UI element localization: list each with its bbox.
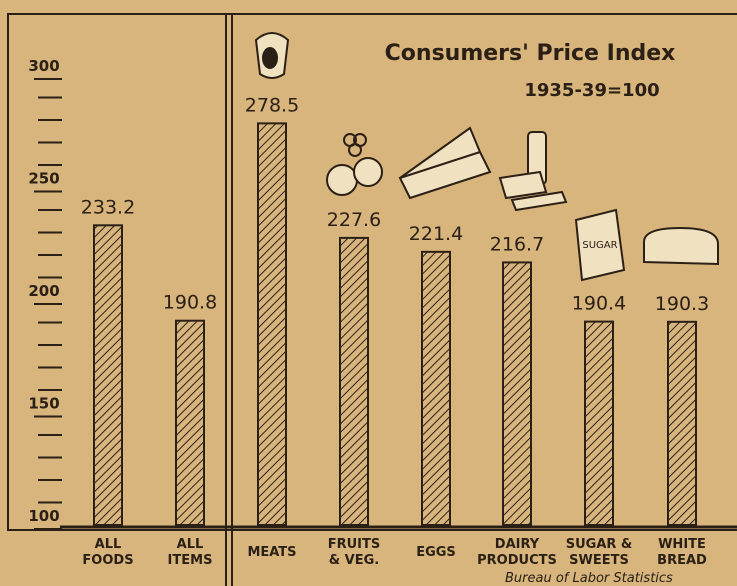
y-tick-label: 300 <box>28 57 59 75</box>
x-tick-label: SUGAR & SWEETS <box>566 537 633 568</box>
value-label: 278.5 <box>245 94 299 116</box>
value-label: 216.7 <box>490 233 544 255</box>
value-label: 190.3 <box>655 293 709 315</box>
value-label: 233.2 <box>81 196 135 218</box>
frame <box>7 13 737 531</box>
y-tick-label: 100 <box>28 507 59 525</box>
bar <box>667 320 697 527</box>
icons: SUGAR <box>254 32 719 282</box>
value-label: 227.6 <box>327 209 381 231</box>
bar <box>502 261 532 526</box>
bar <box>175 319 205 527</box>
x-tick-label: WHITE BREAD <box>657 537 707 568</box>
bar <box>93 224 123 527</box>
chart-title: Consumers' Price Index <box>385 41 676 66</box>
bar <box>421 250 451 526</box>
svg-text:SUGAR: SUGAR <box>582 240 617 251</box>
source: Bureau of Labor Statistics <box>505 571 673 586</box>
y-tick-label: 200 <box>28 282 59 300</box>
x-tick-label: FRUITS & VEG. <box>328 537 381 568</box>
bar <box>584 320 614 526</box>
x-tick-label: DAIRY PRODUCTS <box>477 537 557 568</box>
value-label: 190.8 <box>163 292 217 314</box>
value-label: 190.4 <box>572 293 626 315</box>
x-tick-label: MEATS <box>247 545 296 560</box>
bar <box>257 122 287 526</box>
x-tick-label: ALL ITEMS <box>168 537 213 568</box>
x-tick-label: ALL FOODS <box>82 537 133 568</box>
chart-subtitle: 1935-39=100 <box>524 80 659 101</box>
x-tick-label: EGGS <box>416 545 456 560</box>
y-tick-label: 150 <box>28 395 59 413</box>
bar <box>339 236 369 526</box>
y-tick-label: 250 <box>28 170 59 188</box>
value-label: 221.4 <box>409 223 463 245</box>
